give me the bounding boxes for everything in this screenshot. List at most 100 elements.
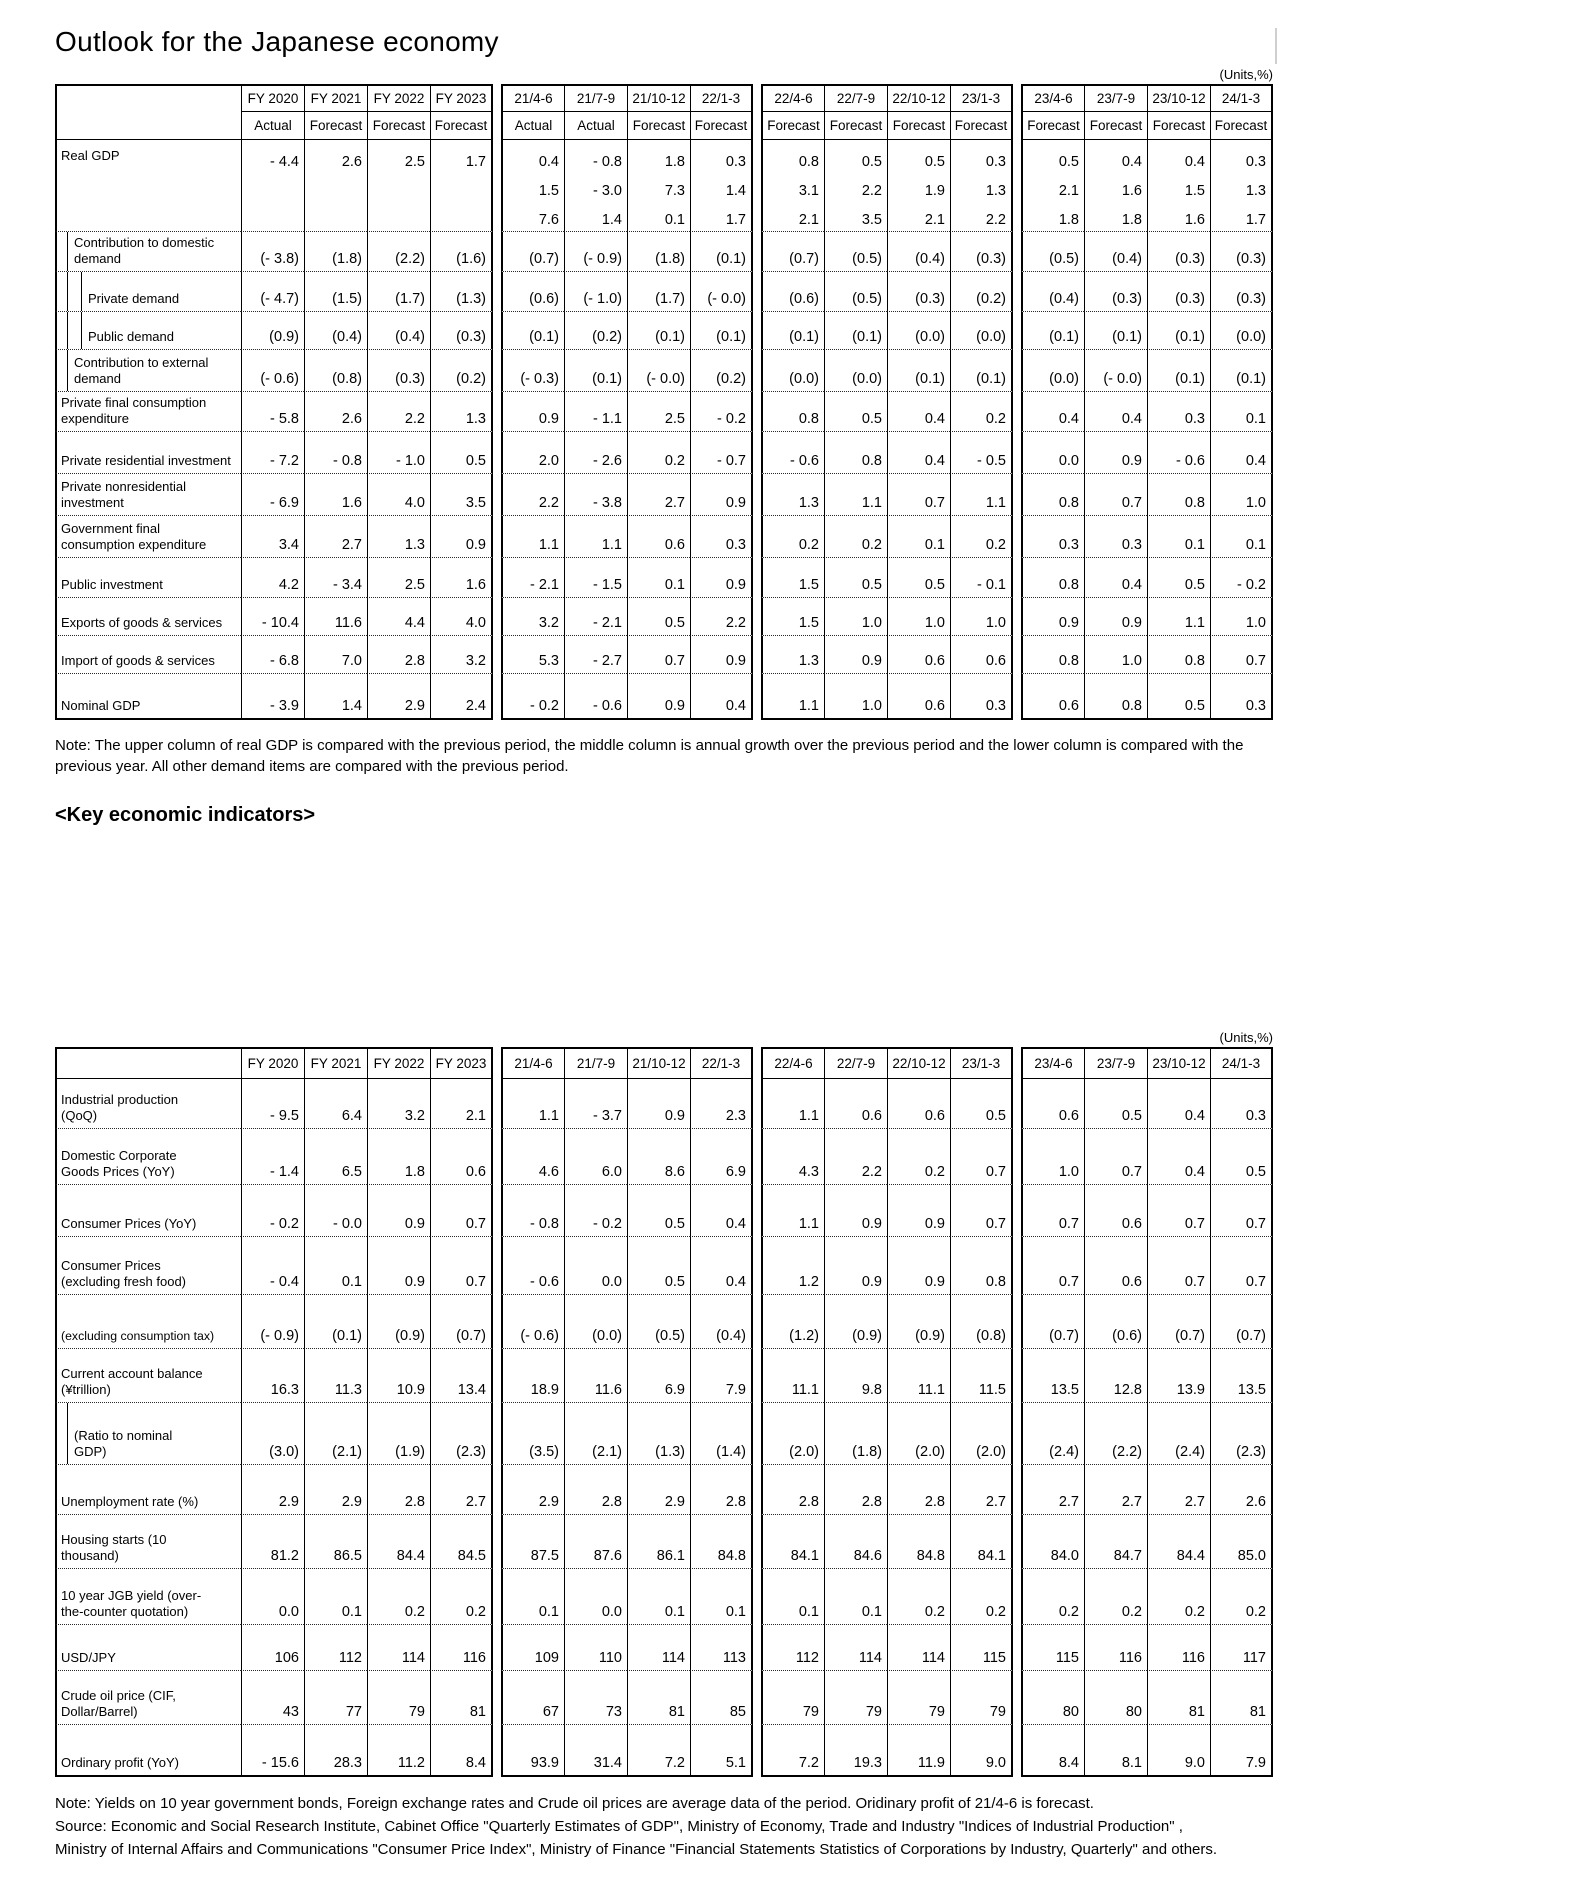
column-type-header: Actual	[241, 112, 304, 140]
value-cell: (1.4)	[690, 1403, 753, 1465]
table-corner-cell	[55, 84, 241, 140]
value-cell: 11.5	[950, 1349, 1013, 1403]
value-cell: 2.7	[1021, 1465, 1084, 1515]
value-cell: (0.1)	[950, 350, 1013, 392]
value-cell: 0.8	[761, 392, 824, 432]
column-period-header: 23/4-6	[1021, 84, 1084, 112]
column-period-header: FY 2021	[304, 84, 367, 112]
value-cell: 84.0	[1021, 1515, 1084, 1569]
value-cell: (1.7)	[367, 272, 430, 312]
column-group-gap	[493, 1185, 501, 1237]
value-cell: - 0.8	[501, 1185, 564, 1237]
value-cell: 0.5	[1210, 1129, 1273, 1185]
value-cell: - 15.6	[241, 1725, 304, 1777]
value-cell: - 5.8	[241, 392, 304, 432]
column-type-header: Forecast	[430, 112, 493, 140]
value-line: 1.3	[1245, 183, 1266, 199]
column-group-gap	[1013, 350, 1021, 392]
column-group-gap	[1013, 1625, 1021, 1671]
value-line: 1.5	[538, 183, 559, 199]
column-group-gap	[753, 140, 761, 232]
page-title: Outlook for the Japanese economy	[55, 26, 499, 57]
value-cell: 110	[564, 1625, 627, 1671]
value-cell: 2.1	[430, 1079, 493, 1129]
value-cell: 114	[367, 1625, 430, 1671]
value-cell: 5.3	[501, 636, 564, 674]
value-cell: 9.8	[824, 1349, 887, 1403]
value-line: 3.1	[798, 183, 819, 199]
value-cell: (0.1)	[690, 312, 753, 350]
value-cell: 2.8	[564, 1465, 627, 1515]
value-cell: 116	[430, 1625, 493, 1671]
value-cell: 84.1	[761, 1515, 824, 1569]
column-period-header: 23/7-9	[1084, 84, 1147, 112]
column-group-gap	[493, 84, 501, 112]
value-cell: 2.8	[690, 1465, 753, 1515]
value-cell: 0.1	[627, 558, 690, 598]
value-cell: 1.0	[950, 598, 1013, 636]
column-group-gap	[753, 112, 761, 140]
value-cell: 11.6	[304, 598, 367, 636]
value-cell: 0.3 1.3 1.7	[1210, 140, 1273, 232]
value-cell: 0.5	[950, 1079, 1013, 1129]
value-cell: (1.3)	[627, 1403, 690, 1465]
value-cell: 16.3	[241, 1349, 304, 1403]
value-cell: (- 3.8)	[241, 232, 304, 272]
value-cell: 2.9	[627, 1465, 690, 1515]
column-type-header: Forecast	[1021, 112, 1084, 140]
value-cell: 0.2	[950, 392, 1013, 432]
value-cell: 2.2	[367, 392, 430, 432]
value-cell: (2.2)	[367, 232, 430, 272]
value-cell: (- 4.7)	[241, 272, 304, 312]
value-cell: 6.5	[304, 1129, 367, 1185]
value-cell: 0.2	[761, 516, 824, 558]
value-cell: 0.5	[824, 558, 887, 598]
column-group-gap	[493, 432, 501, 474]
row-label: Exports of goods & services	[55, 598, 241, 636]
value-cell: (0.6)	[501, 272, 564, 312]
value-cell: 1.6	[430, 558, 493, 598]
value-cell: 3.2	[367, 1079, 430, 1129]
column-period-header: FY 2021	[304, 1047, 367, 1079]
value-cell: (- 0.0)	[627, 350, 690, 392]
value-cell: - 0.6	[1147, 432, 1210, 474]
value-cell: 0.1	[304, 1237, 367, 1295]
column-group-gap	[753, 1465, 761, 1515]
units-label-gdp: (Units,%)	[1219, 67, 1273, 82]
value-cell: 0.1	[1147, 516, 1210, 558]
value-cell: 0.2	[950, 1569, 1013, 1625]
value-cell: 0.2	[950, 516, 1013, 558]
value-cell: 0.5	[1084, 1079, 1147, 1129]
value-cell: 0.2	[1210, 1569, 1273, 1625]
value-cell: 1.8 7.3 0.1	[627, 140, 690, 232]
column-group-gap	[753, 232, 761, 272]
column-type-header: Actual	[501, 112, 564, 140]
value-cell: 116	[1147, 1625, 1210, 1671]
value-cell: (0.4)	[304, 312, 367, 350]
value-cell: - 0.2	[564, 1185, 627, 1237]
value-cell: (0.7)	[501, 232, 564, 272]
column-group-gap	[753, 1079, 761, 1129]
source-line-1: Source: Economic and Social Research Ins…	[55, 1818, 1183, 1835]
column-group-gap	[753, 598, 761, 636]
column-group-gap	[753, 1185, 761, 1237]
value-cell: 4.0	[367, 474, 430, 516]
value-cell: (0.3)	[1147, 232, 1210, 272]
value-cell: 0.9	[627, 1079, 690, 1129]
value-cell: 114	[627, 1625, 690, 1671]
value-cell: 2.3	[690, 1079, 753, 1129]
value-line: - 0.8	[592, 154, 622, 170]
value-cell: (0.1)	[1210, 350, 1273, 392]
value-cell: 87.5	[501, 1515, 564, 1569]
value-cell: 0.3	[1021, 516, 1084, 558]
value-cell: 84.4	[1147, 1515, 1210, 1569]
value-cell: (0.1)	[627, 312, 690, 350]
value-cell: 9.0	[1147, 1725, 1210, 1777]
value-cell: 0.9	[1084, 432, 1147, 474]
column-period-header: 23/1-3	[950, 84, 1013, 112]
column-group-gap	[493, 474, 501, 516]
column-group-gap	[493, 598, 501, 636]
value-cell: 1.0	[1084, 636, 1147, 674]
row-label: Ordinary profit (YoY)	[55, 1725, 241, 1777]
value-cell: - 4.4	[241, 140, 304, 232]
